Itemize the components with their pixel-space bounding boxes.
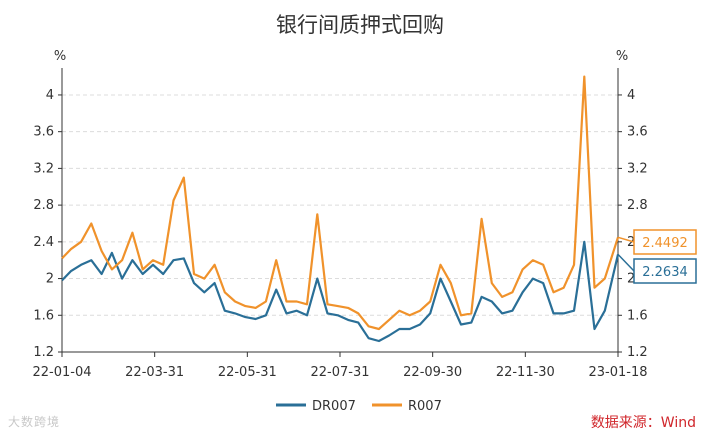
x-tick-label: 22-03-31	[125, 365, 184, 380]
series-lines	[61, 75, 620, 343]
series-line-r007	[61, 75, 620, 331]
y-unit-left: %	[54, 49, 66, 64]
end-label-connector	[617, 253, 635, 272]
grid-lines	[62, 94, 618, 316]
y-tick-label-right: 1.2	[627, 345, 648, 360]
y-tick-label-left: 3.6	[33, 125, 54, 140]
y-tick-label-left: 2.4	[33, 235, 54, 250]
end-label-box	[633, 258, 697, 284]
x-tick-label: 22-11-30	[496, 365, 555, 380]
y-ticks-left: 1.2 1.6 2 2.4 2.8 3.2 3.6 4	[33, 88, 62, 360]
x-tick-label: 23-01-18	[588, 365, 647, 380]
end-label-connector	[617, 236, 635, 243]
y-tick-label-left: 1.2	[33, 345, 54, 360]
y-tick-label-right: 2	[627, 272, 635, 287]
y-tick-label-left: 2	[46, 272, 54, 287]
chart-title: 银行间质押式回购	[276, 13, 444, 37]
axes	[61, 68, 619, 353]
y-tick-label-left: 2.8	[33, 198, 54, 213]
y-tick-label-right: 3.2	[627, 161, 648, 176]
y-unit-right: %	[616, 49, 628, 64]
legend-label: R007	[408, 399, 442, 414]
series-line-dr007	[61, 240, 620, 343]
x-tick-label: 22-09-30	[403, 365, 462, 380]
legend: DR007 R007	[276, 399, 442, 414]
end-label-dr007: 2.2634	[642, 265, 688, 280]
x-tick-label: 22-07-31	[310, 365, 369, 380]
y-tick-label-right: 4	[627, 88, 635, 103]
watermark: 大数跨境	[8, 415, 61, 429]
end-label-r007: 2.4492	[642, 236, 688, 251]
source-label: 数据来源：Wind	[590, 415, 696, 431]
end-label-box	[633, 229, 697, 255]
y-ticks-right: 1.21.622.42.83.23.64	[618, 88, 648, 360]
y-tick-label-right: 1.6	[627, 308, 648, 323]
x-tick-label: 22-01-04	[32, 365, 91, 380]
y-tick-label-left: 1.6	[33, 308, 54, 323]
legend-label: DR007	[312, 399, 356, 414]
x-tick-label: 22-05-31	[218, 365, 277, 380]
x-ticks: 22-01-04 22-03-31 22-05-31 22-07-31 22-09-30…	[32, 352, 648, 380]
y-tick-label-right: 2.8	[627, 198, 648, 213]
end-labels: 2.4492 2.2634	[617, 229, 697, 284]
y-tick-label-right: 3.6	[627, 125, 648, 140]
y-tick-label-left: 3.2	[33, 161, 54, 176]
y-tick-label-left: 4	[46, 88, 54, 103]
